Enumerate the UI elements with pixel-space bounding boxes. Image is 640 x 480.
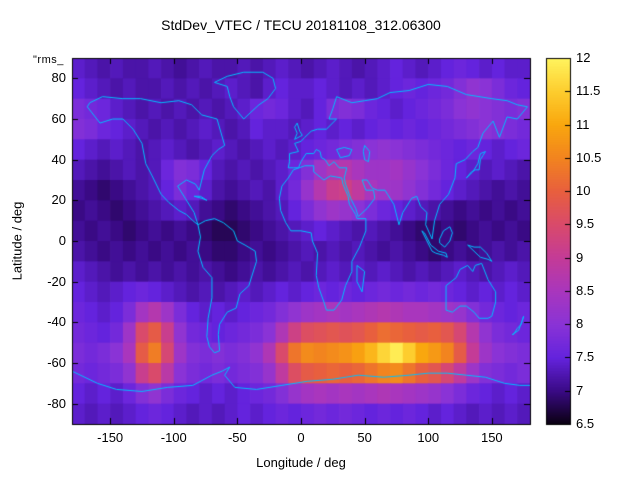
y-tick-label: -60 xyxy=(47,355,66,370)
colorbar-tick-label: 9.5 xyxy=(576,216,595,232)
colorbar-tick-label: 7 xyxy=(576,382,584,398)
colorbar-tick-label: 11 xyxy=(576,116,590,132)
colorbar-tick-label: 10.5 xyxy=(576,149,602,165)
x-axis-label: Longitude / deg xyxy=(256,455,346,470)
x-tick-label: -100 xyxy=(160,430,187,445)
y-tick-label: -40 xyxy=(47,314,66,330)
y-tick-label: -20 xyxy=(47,273,66,289)
y-tick-label: -80 xyxy=(47,395,66,411)
colorbar-tick-label: 9 xyxy=(576,249,584,265)
y-tick-label: 0 xyxy=(58,233,66,248)
x-tick-label: -50 xyxy=(227,430,247,445)
y-tick-label: 80 xyxy=(51,70,66,86)
y-tick-label: 20 xyxy=(51,192,66,208)
colorbar-tick-label: 10 xyxy=(576,183,591,199)
x-tick-label: -150 xyxy=(97,430,124,445)
chart-title: StdDev_VTEC / TECU 20181108_312.06300 xyxy=(161,17,441,33)
y-tick-label: 40 xyxy=(51,151,66,167)
y-tick-label: 60 xyxy=(51,111,66,126)
colorbar-tick-label: 11.5 xyxy=(576,83,601,99)
x-tick-label: 150 xyxy=(480,430,503,445)
x-tick-label: 50 xyxy=(357,430,372,445)
colorbar-tick-label: 7.5 xyxy=(576,349,595,365)
y-axis-label: Latitude / deg xyxy=(9,201,25,281)
corner-label: "rms_ xyxy=(33,54,64,66)
x-tick-label: 100 xyxy=(417,430,440,445)
colorbar-tick-label: 8 xyxy=(576,316,584,332)
colorbar-tick-label: 8.5 xyxy=(576,282,595,298)
colorbar-tick-label: 12 xyxy=(576,50,591,65)
colorbar-tick-label: 6.5 xyxy=(576,416,595,431)
x-tick-label: 0 xyxy=(297,430,305,445)
